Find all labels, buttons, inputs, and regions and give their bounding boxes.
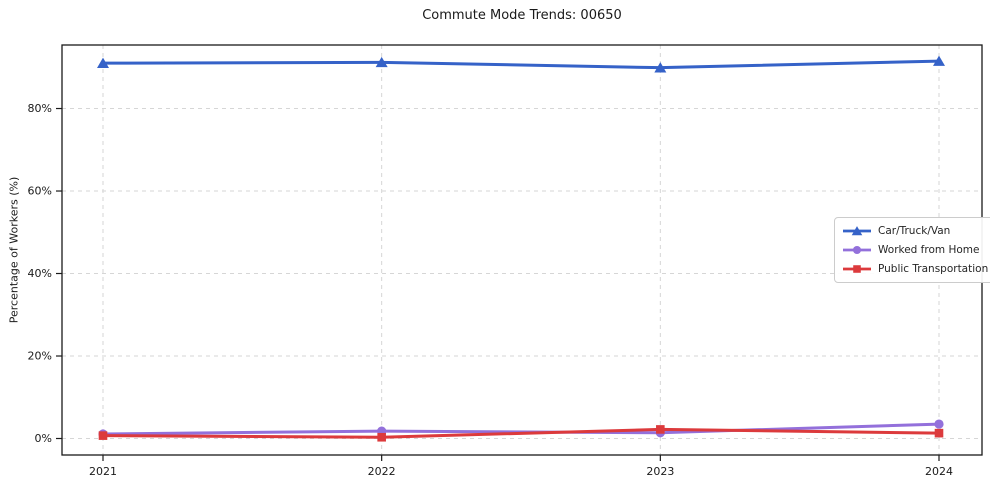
y-tick-label: 60% <box>28 185 52 198</box>
chart-title: Commute Mode Trends: 00650 <box>422 8 622 23</box>
series-car-truck-van <box>97 55 945 73</box>
y-tick-label: 40% <box>28 267 52 280</box>
y-tick-label: 80% <box>28 102 52 115</box>
x-tick-label: 2023 <box>646 465 674 478</box>
legend-item-car-truck-van: Car/Truck/Van <box>842 223 988 239</box>
data-point-marker-square <box>934 428 944 438</box>
data-point-marker-circle <box>852 245 862 255</box>
data-point-marker-square <box>656 425 665 434</box>
data-point-marker-triangle <box>375 56 388 68</box>
legend-item-public-transportation: Public Transportation <box>842 261 988 277</box>
data-point-marker-triangle <box>97 57 109 68</box>
series-line <box>101 427 941 439</box>
data-point-marker-triangle <box>933 55 945 66</box>
legend-item-label: Worked from Home <box>878 244 980 256</box>
data-point-marker-circle <box>934 419 944 429</box>
legend: Car/Truck/Van Worked from Home Public Tran… <box>834 217 990 283</box>
gridlines <box>62 45 982 455</box>
y-tick-label: 0% <box>35 432 52 445</box>
data-point-marker-square <box>377 432 386 442</box>
x-tick-label: 2022 <box>368 465 396 478</box>
series-line <box>101 59 941 70</box>
series-public-transportation <box>98 425 944 442</box>
legend-swatch-circle-icon <box>843 245 871 255</box>
legend-swatch-square-icon <box>843 265 871 273</box>
data-point-marker-triangle <box>851 226 863 236</box>
legend-item-worked-from-home: Worked from Home <box>842 242 988 258</box>
axes-ticks: 0% 20% 40% 60% 80% 2021 2022 2023 2024 <box>28 102 953 478</box>
legend-item-label: Car/Truck/Van <box>878 225 951 237</box>
legend-swatch-triangle-icon <box>843 226 871 236</box>
data-point-marker-square <box>853 265 861 273</box>
y-tick-label: 20% <box>28 350 52 363</box>
data-point-marker-square <box>98 431 108 440</box>
x-tick-label: 2021 <box>89 465 117 478</box>
x-tick-label: 2024 <box>925 465 953 478</box>
legend-item-label: Public Transportation <box>878 263 989 275</box>
data-point-marker-triangle <box>654 62 667 73</box>
